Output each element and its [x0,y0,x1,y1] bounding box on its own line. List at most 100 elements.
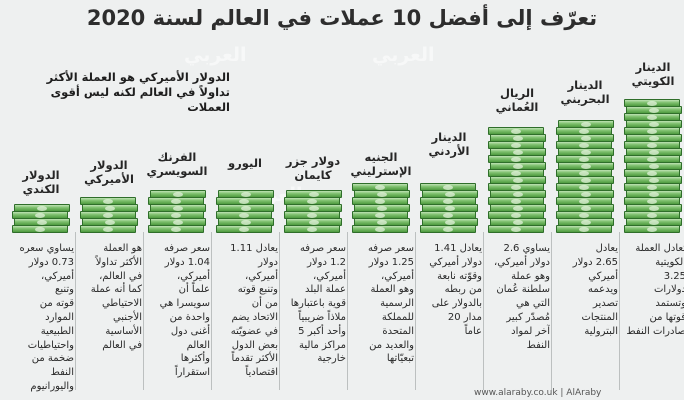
currency-description: يساوي 2.6 دولار أميركي، وهو عملة سلطنة ع… [494,243,550,351]
banknote-icon [422,204,478,212]
banknote-icon [556,211,612,219]
money-stack-icon [12,204,70,234]
money-stack-icon [488,127,546,234]
banknote-icon [218,218,274,226]
money-stack-icon [148,188,206,234]
banknote-icon [80,211,136,219]
banknote-icon [626,120,682,128]
banknote-icon [352,197,408,205]
banknote-icon [556,183,612,191]
currency-name: الدينار الكويتي [631,60,675,88]
banknote-icon [488,169,544,177]
page-title: تعرّف إلى أفضل 10 عملات في العالم لسنة 2… [86,6,598,30]
banknote-icon [352,225,408,233]
usd-note: الدولار الأميركي هو العملة الأكثر تداولا… [46,70,230,114]
banknote-icon [490,204,546,212]
currency-description: سعر صرفه 1.25 دولار أميركي، وهو العملة ا… [367,243,414,365]
banknote-icon [488,211,544,219]
banknote-icon [624,225,680,233]
banknote-icon [218,204,274,212]
banknote-icon [624,99,680,107]
banknote-icon [558,204,614,212]
banknote-icon [354,218,410,226]
banknote-icon [488,183,544,191]
currency-description: سعر صرفه 1.2 دولار أميركي، عملة البلد قو… [290,243,346,365]
banknote-icon [556,169,612,177]
banknote-icon [558,134,614,142]
money-stack-icon [216,188,274,234]
column-divider [211,232,212,390]
column-divider [619,232,620,390]
banknote-icon [422,190,478,198]
banknote-icon [626,204,682,212]
currency-name: الدولار الكندي [22,168,60,196]
banknote-icon [148,225,204,233]
banknote-icon [218,190,274,198]
banknote-icon [216,211,272,219]
banknote-icon [420,183,476,191]
banknote-icon [352,183,408,191]
banknote-icon [12,225,68,233]
currency-name: الريال العُماني [495,86,539,114]
watermark-logo: العربي [184,44,247,66]
banknote-icon [80,197,136,205]
currency-name: الجنيه الإسترليني [350,150,412,178]
currency-column: الجنيه الإسترليني سعر صرفه 1.25 دولار أمي… [348,0,414,400]
banknote-icon [626,106,682,114]
banknote-icon [556,141,612,149]
banknote-icon [216,197,272,205]
banknote-icon [286,218,342,226]
column-divider [551,232,552,390]
banknote-icon [80,225,136,233]
column-divider [415,232,416,390]
banknote-icon [556,127,612,135]
banknote-icon [148,211,204,219]
currency-name: الدينار الأردني [428,130,470,158]
currency-column: اليورو يعادل 1.11 دولار أميركي، وتنبع قوت… [212,0,278,400]
banknote-icon [490,162,546,170]
currency-column: الدينار الأردني يعادل 1.41 دولار أميركي و… [416,0,482,400]
banknote-icon [556,197,612,205]
banknote-icon [558,162,614,170]
currency-column: الدينار البحريني يعادل 2.65 دولار أميركي … [552,0,618,400]
footer-credit: www.alaraby.co.uk | AlAraby [474,388,602,398]
banknote-icon [284,225,340,233]
column-divider [75,232,76,390]
banknote-icon [624,127,680,135]
banknote-icon [556,155,612,163]
currency-name: الفرنك السويسري [146,150,208,178]
money-stack-icon [352,180,410,234]
banknote-icon [558,190,614,198]
banknote-icon [422,218,478,226]
watermark-logo: العربي [372,44,435,66]
currency-description: يعادل 1.41 دولار أميركي وقوّته نابعة من … [429,243,482,337]
banknote-icon [150,190,206,198]
currency-name: الدولار الأميركي [84,158,134,186]
banknote-icon [12,211,68,219]
banknote-icon [420,225,476,233]
banknote-icon [490,176,546,184]
banknote-icon [488,225,544,233]
banknote-icon [14,204,70,212]
banknote-icon [490,190,546,198]
banknote-icon [626,218,682,226]
banknote-icon [216,225,272,233]
currency-column: دولار جزر كايمان سعر صرفه 1.2 دولار أميرك… [280,0,346,400]
currency-column: الدولار الكندي يساوي سعره 0.73 دولار أمير… [8,0,74,400]
banknote-icon [626,176,682,184]
column-divider [143,232,144,390]
banknote-icon [14,218,70,226]
currency-description: يعادل 1.11 دولار أميركي، وتنبع قوته من أ… [230,243,278,379]
money-stack-icon [284,186,342,234]
money-stack-icon [420,180,478,234]
banknote-icon [284,197,340,205]
currency-description: سعر صرفه 1.04 دولار أميركي، علماً أن سوي… [159,243,210,379]
banknote-icon [284,211,340,219]
banknote-icon [488,155,544,163]
currency-column: الدولار الأميركي هو العملة الأكثر تداولاً… [76,0,142,400]
banknote-icon [624,141,680,149]
banknote-icon [624,113,680,121]
currency-description: يساوي سعره 0.73 دولار أميركي، وتنبع قوته… [19,243,74,392]
banknote-icon [558,218,614,226]
